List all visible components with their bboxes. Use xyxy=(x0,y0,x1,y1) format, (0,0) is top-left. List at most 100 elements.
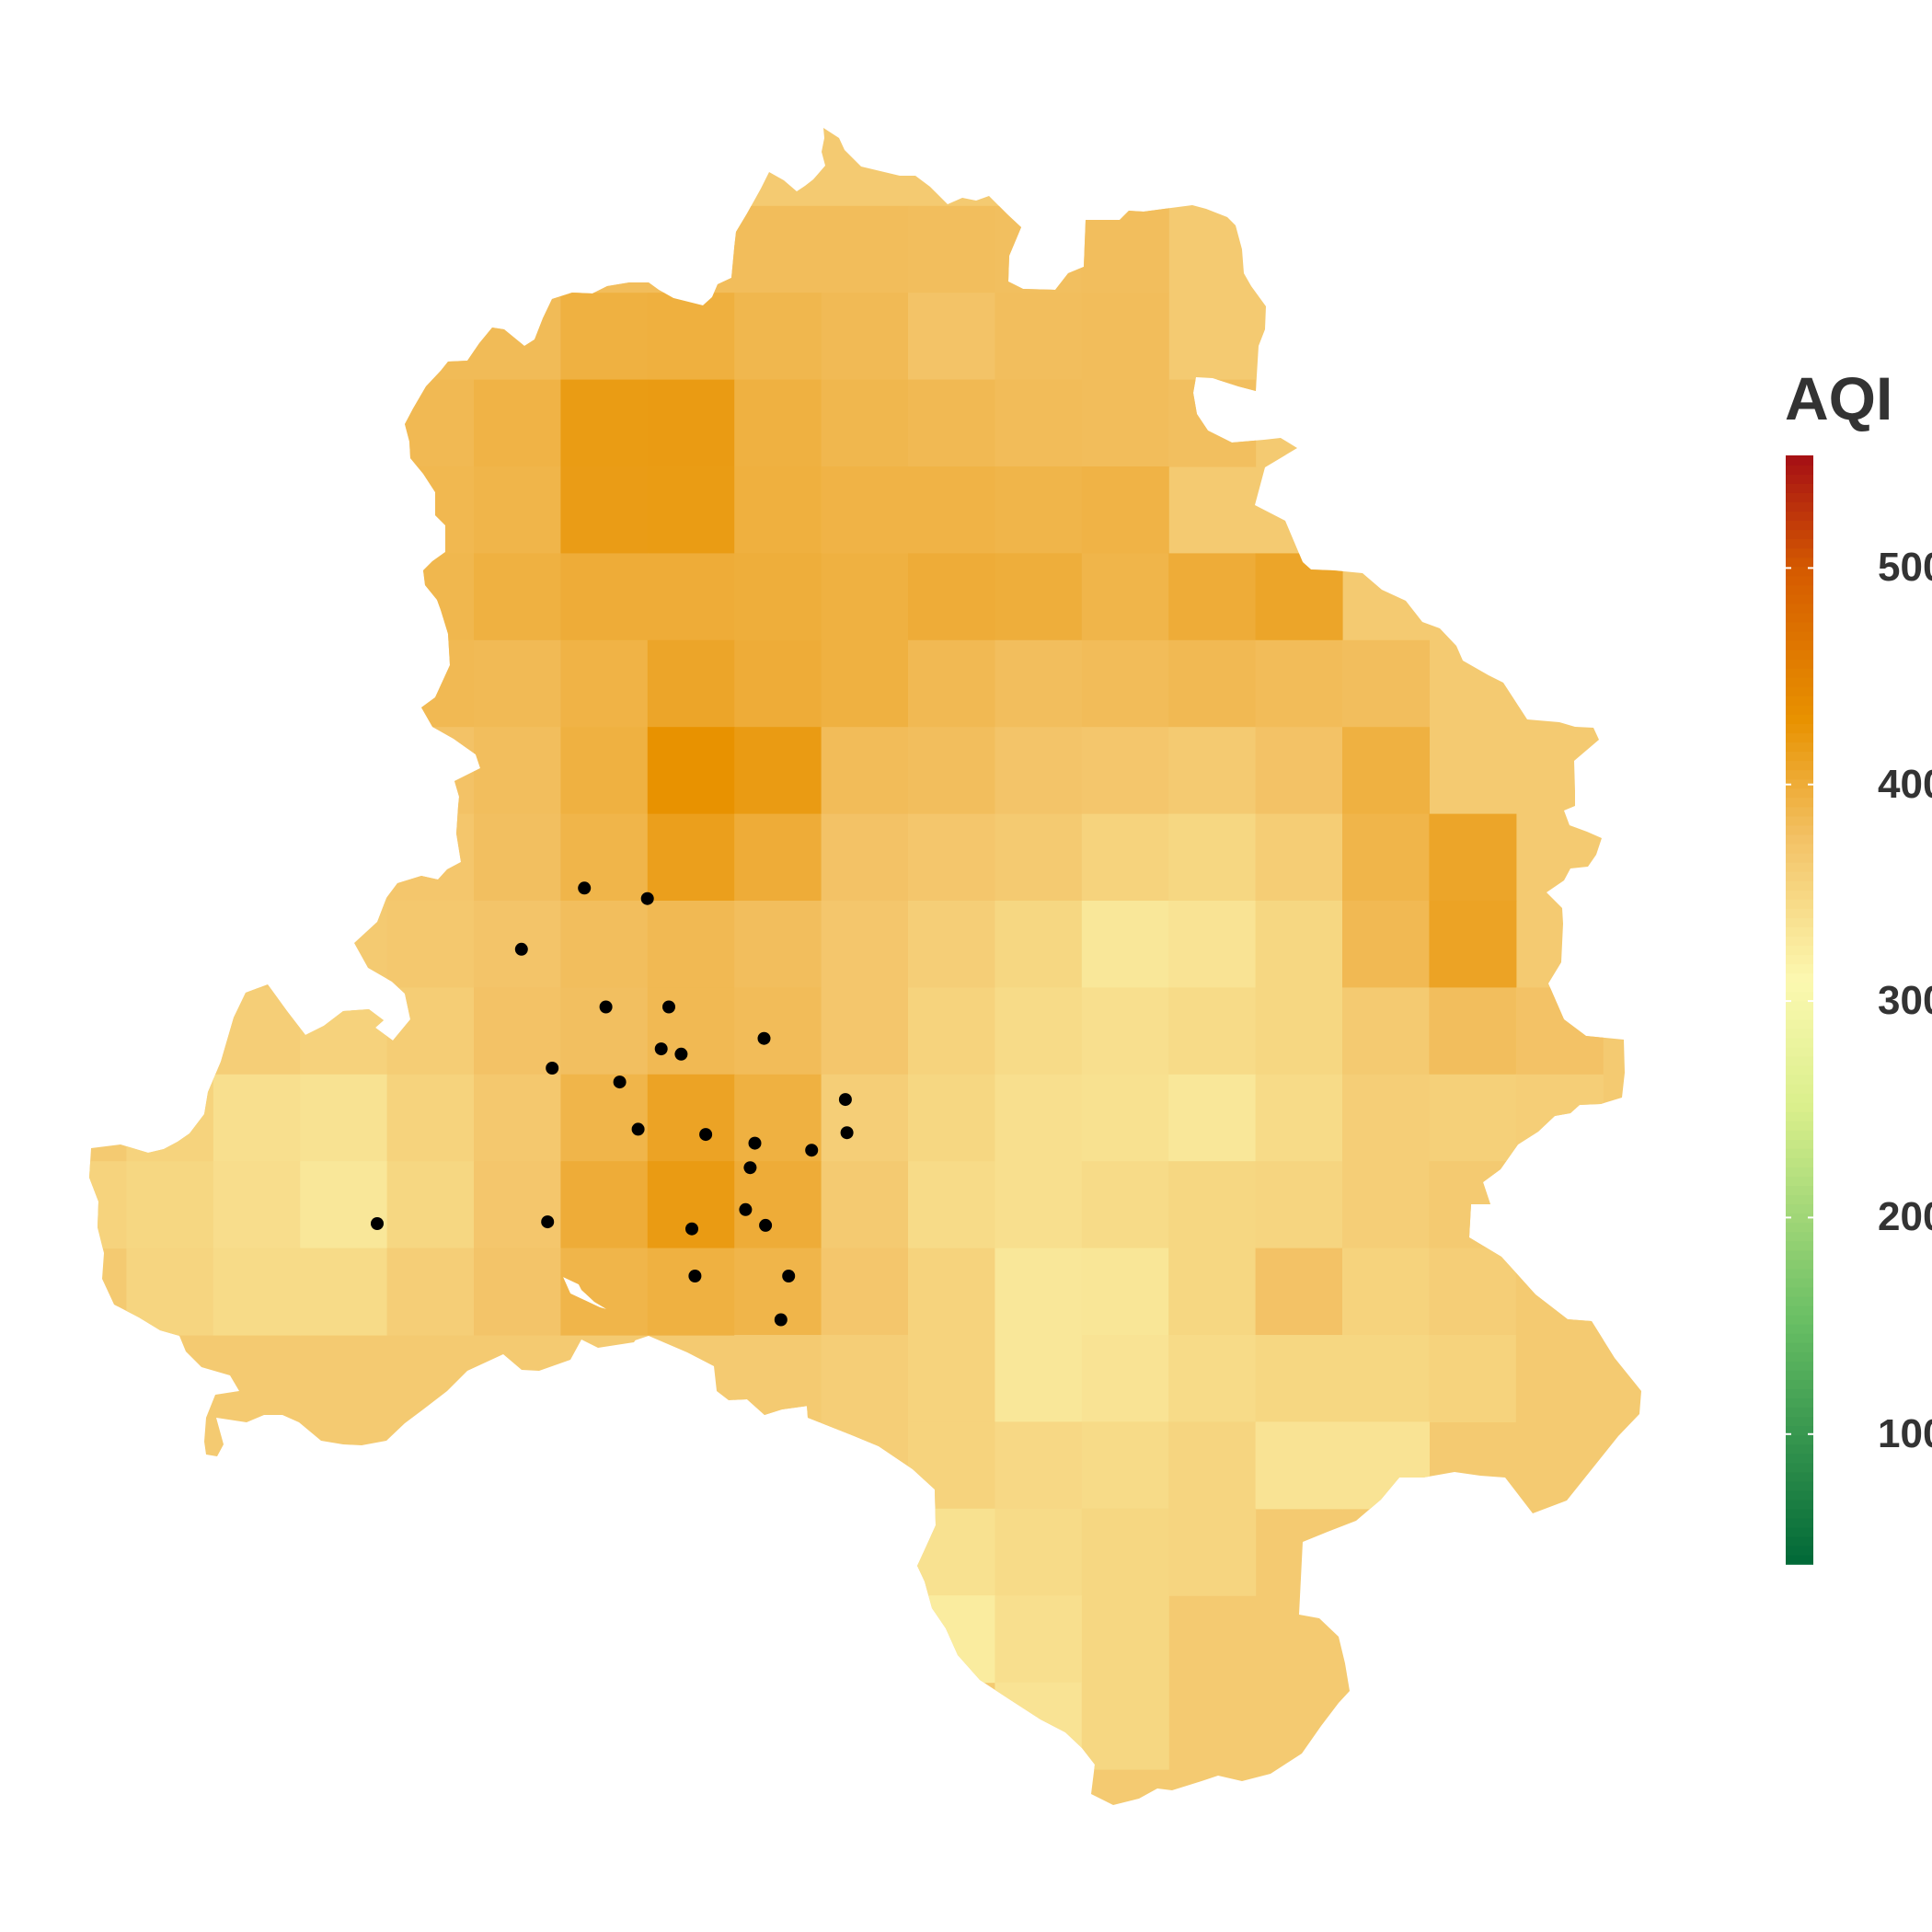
legend-colorbar-segment xyxy=(1786,1535,1813,1547)
legend-colorbar-segment xyxy=(1786,529,1813,540)
heatmap-cell xyxy=(1342,727,1430,815)
legend-colorbar-segment xyxy=(1786,1028,1813,1039)
legend-colorbar-segment xyxy=(1786,954,1813,965)
monitoring-station-dot xyxy=(759,1218,773,1232)
legend-tick-label: 200 xyxy=(1878,1194,1932,1240)
heatmap-cell xyxy=(1168,553,1257,641)
legend-tick-label: 500 xyxy=(1878,545,1932,591)
monitoring-station-dot xyxy=(674,1047,688,1061)
heatmap-cell xyxy=(474,466,561,554)
heatmap-cell xyxy=(1342,813,1430,902)
heatmap-cell xyxy=(908,639,995,728)
legend-colorbar-segment xyxy=(1786,1499,1813,1510)
heatmap-cell xyxy=(1429,1161,1517,1249)
heatmap-cell xyxy=(474,1074,561,1162)
legend-colorbar-segment xyxy=(1786,621,1813,632)
heatmap-cell xyxy=(386,466,475,554)
legend-colorbar-segment xyxy=(1786,880,1813,891)
legend-colorbar-segment xyxy=(1786,557,1813,568)
heatmap-cell xyxy=(300,1248,388,1336)
monitoring-station-dot xyxy=(371,1217,384,1230)
heatmap-cell xyxy=(1255,727,1343,815)
monitoring-station-dot xyxy=(541,1215,555,1229)
legend-colorbar-segment xyxy=(1786,963,1813,974)
heatmap-cell xyxy=(474,813,561,902)
heatmap-cell xyxy=(300,987,388,1075)
legend-colorbar-segment xyxy=(1786,797,1813,808)
heatmap-cell xyxy=(1168,901,1257,988)
heatmap-cell xyxy=(734,205,822,293)
heatmap-cell xyxy=(908,901,995,988)
legend-colorbar-segment xyxy=(1786,1176,1813,1187)
heatmap-cell xyxy=(560,553,649,641)
legend-colorbar-segment xyxy=(1786,1425,1813,1436)
monitoring-station-dot xyxy=(757,1031,771,1045)
heatmap-cell xyxy=(560,813,649,902)
heatmap-cell xyxy=(1081,901,1169,988)
legend-colorbar-segment xyxy=(1786,1268,1813,1279)
legend-colorbar-segment xyxy=(1786,945,1813,956)
heatmap-cell xyxy=(1515,1248,1604,1336)
heatmap-cell xyxy=(560,901,649,988)
heatmap-cell xyxy=(386,987,475,1075)
heatmap-cell xyxy=(1255,553,1343,641)
heatmap-cell xyxy=(995,1074,1083,1162)
heatmap-cell xyxy=(995,1421,1083,1510)
legend-colorbar-segment xyxy=(1786,1517,1813,1528)
heatmap-cell xyxy=(908,1248,995,1336)
heatmap-cell xyxy=(126,1248,214,1336)
heatmap-cell xyxy=(647,987,735,1075)
legend-colorbar-segment xyxy=(1786,760,1813,771)
heatmap-cell xyxy=(734,987,822,1075)
monitoring-station-dot xyxy=(840,1126,854,1140)
heatmap-cell xyxy=(821,1421,909,1510)
legend-colorbar-segment xyxy=(1786,1000,1813,1011)
monitoring-station-dot xyxy=(805,1144,819,1157)
heatmap-cell xyxy=(1168,1248,1257,1336)
heatmap-cell xyxy=(1429,901,1517,988)
legend-colorbar-segment xyxy=(1786,991,1813,1002)
heatmap-cell xyxy=(995,1335,1083,1422)
heatmap-cell xyxy=(89,1161,127,1249)
legend-colorbar-segment xyxy=(1786,1314,1813,1325)
legend-colorbar-segment xyxy=(1786,1554,1813,1565)
heatmap-cell xyxy=(1255,813,1343,902)
heatmap-cell xyxy=(908,1161,995,1249)
heatmap-cell xyxy=(908,727,995,815)
heatmap-cell xyxy=(560,293,649,381)
legend-colorbar-segment xyxy=(1786,972,1813,983)
heatmap-cell xyxy=(734,727,822,815)
heatmap-cell xyxy=(474,987,561,1075)
monitoring-station-dot xyxy=(546,1062,559,1075)
heatmap-cell xyxy=(1081,1421,1169,1510)
heatmap-cell xyxy=(1342,987,1430,1075)
legend-colorbar-segment xyxy=(1786,1213,1813,1224)
heatmap-cell xyxy=(474,1161,561,1249)
legend-colorbar-segment xyxy=(1786,667,1813,678)
legend-colorbar-segment xyxy=(1786,1388,1813,1399)
heatmap-cell xyxy=(560,727,649,815)
legend-colorbar-segment xyxy=(1786,1203,1813,1214)
heatmap-cell xyxy=(995,1682,1083,1770)
monitoring-station-dot xyxy=(699,1128,713,1142)
legend-colorbar-segment xyxy=(1786,1222,1813,1233)
monitoring-station-dot xyxy=(613,1075,627,1089)
monitoring-station-dot xyxy=(578,881,592,895)
legend-colorbar-segment xyxy=(1786,1194,1813,1205)
legend-colorbar-segment xyxy=(1786,1416,1813,1427)
legend-colorbar-segment xyxy=(1786,1249,1813,1260)
legend-colorbar-segment xyxy=(1786,538,1813,549)
monitoring-station-dot xyxy=(782,1270,796,1282)
heatmap-cell xyxy=(1429,1248,1517,1336)
heatmap-cell xyxy=(908,813,995,902)
heatmap-cell xyxy=(1429,1074,1517,1162)
heatmap-cell xyxy=(821,293,909,381)
heatmap-cell xyxy=(995,1248,1083,1336)
legend-colorbar-segment xyxy=(1786,705,1813,715)
heatmap-cell xyxy=(734,466,822,554)
heatmap-cell xyxy=(474,293,561,381)
legend-colorbar-segment xyxy=(1786,1342,1813,1352)
monitoring-station-dot xyxy=(654,1042,668,1056)
legend-colorbar-segment xyxy=(1786,917,1813,927)
